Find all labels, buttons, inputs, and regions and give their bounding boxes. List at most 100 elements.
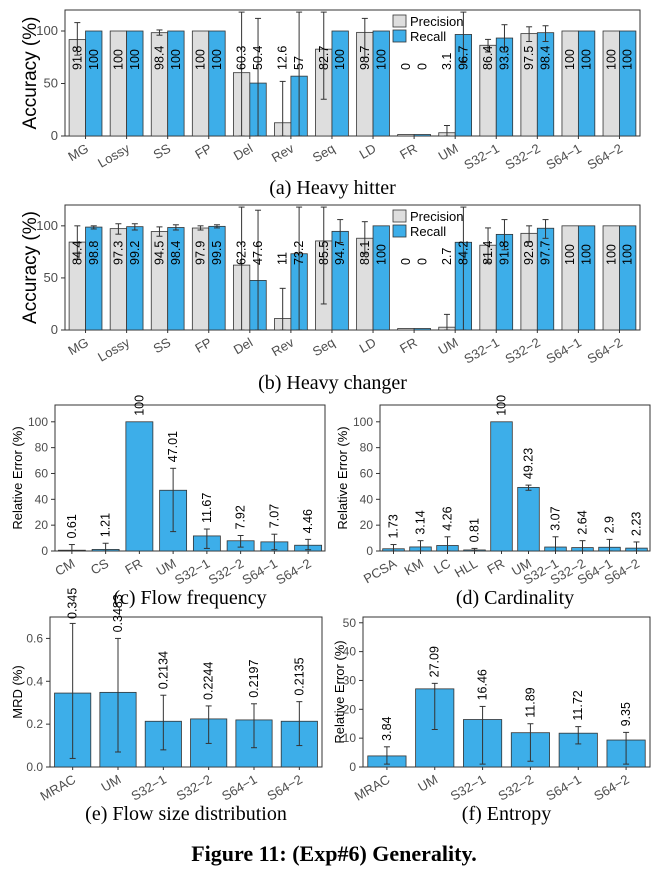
value-label: 100	[563, 244, 577, 265]
panel-caption: (d) Cardinality	[456, 587, 574, 609]
legend-swatch	[392, 14, 407, 28]
value-label: 91.8	[497, 241, 511, 265]
y-tick-label: 60	[35, 466, 49, 480]
value-label: 100	[580, 49, 594, 70]
value-label: 100	[374, 49, 388, 70]
x-tick-label: FP	[192, 141, 214, 162]
bar	[208, 30, 226, 137]
panel-caption: (b) Heavy changer	[258, 372, 407, 394]
value-label: 7.92	[234, 505, 248, 529]
x-tick-label: MRAC	[352, 772, 393, 804]
value-label: 11.67	[200, 493, 214, 523]
bar	[577, 225, 596, 331]
value-label: 91.8	[70, 46, 84, 70]
plot-frame	[49, 616, 323, 768]
x-tick-label: Rev	[269, 334, 297, 359]
legend-swatch	[392, 29, 407, 43]
value-label: 0.345	[66, 588, 80, 619]
plot-frame	[54, 404, 326, 552]
value-label: 100	[111, 49, 125, 70]
y-tick-label: 60	[360, 466, 374, 480]
bar	[125, 421, 154, 552]
value-label: 47.6	[251, 241, 265, 265]
panel-caption: (f) Entropy	[462, 803, 551, 825]
x-tick-label: HLL	[452, 556, 480, 581]
value-label: 97.7	[539, 241, 553, 265]
value-label: 100	[169, 49, 183, 70]
value-label: 81.4	[481, 241, 495, 265]
x-tick-label: UM	[436, 335, 461, 358]
bar	[561, 30, 579, 137]
x-tick-label: S32−2	[174, 772, 214, 804]
x-tick-label: Lossy	[95, 334, 132, 364]
x-tick-label: S64−1	[240, 556, 280, 588]
value-label: 100	[210, 49, 224, 70]
y-axis-label: MRD (%)	[10, 665, 25, 718]
value-label: 60.3	[235, 46, 249, 70]
x-tick-label: S64−1	[543, 772, 583, 804]
value-label: 0	[415, 63, 429, 70]
x-tick-label: Seq	[310, 141, 338, 166]
value-label: 84.4	[70, 241, 84, 265]
y-axis-label: Relative Error (%)	[10, 426, 25, 529]
value-label: 0.2135	[292, 657, 306, 695]
x-tick-label: CS	[88, 555, 111, 577]
y-tick-label: 50	[44, 76, 58, 91]
x-tick-label: S32−1	[448, 772, 488, 804]
value-label: 11.72	[571, 690, 585, 720]
y-tick-label: 80	[360, 441, 374, 455]
y-tick-label: 0.2	[26, 717, 43, 731]
legend-label: Precision	[410, 209, 463, 224]
x-tick-label: CM	[52, 556, 77, 579]
value-label: 98.4	[169, 241, 183, 265]
panel-caption: (e) Flow size distribution	[85, 803, 287, 825]
plot-frame	[64, 204, 641, 331]
x-tick-label: SS	[151, 334, 174, 356]
x-tick-label: LD	[357, 335, 379, 356]
value-label: 11	[276, 252, 290, 265]
value-label: 100	[604, 49, 618, 70]
y-tick-label: 80	[35, 441, 49, 455]
x-tick-label: FR	[397, 141, 420, 163]
chart-f: 0 10 20 30 40 50 Relative Error (%) 3.84 27.09 16…	[332, 616, 651, 825]
value-label: 100	[621, 49, 635, 70]
figure-caption: Figure 11: (Exp#6) Generality.	[191, 841, 477, 866]
value-label: 100	[87, 49, 101, 70]
value-label: 98.8	[87, 241, 101, 265]
bar	[490, 421, 513, 552]
x-tick-label: MRAC	[38, 772, 79, 804]
x-tick-label: S32−1	[461, 335, 501, 367]
value-label: 98.4	[152, 46, 166, 70]
value-label: 93.3	[497, 46, 511, 70]
value-label: 100	[194, 49, 208, 70]
bar	[109, 30, 128, 137]
value-label: 94.5	[152, 241, 166, 265]
bar	[191, 30, 210, 137]
y-tick-label: 100	[28, 415, 48, 429]
value-label: 0.61	[65, 514, 79, 538]
value-label: 57	[292, 56, 306, 70]
value-label: 0	[399, 63, 413, 70]
value-label: 94.7	[333, 241, 347, 265]
x-tick-label: S64−2	[591, 772, 631, 804]
x-tick-label: KM	[402, 556, 426, 579]
y-tick-label: 20	[360, 518, 374, 532]
y-tick-label: 50	[44, 270, 58, 285]
bar	[619, 30, 637, 137]
x-tick-label: MG	[65, 141, 91, 164]
value-label: 2.64	[576, 510, 590, 534]
x-tick-label: Del	[231, 141, 255, 164]
x-tick-label: S32−1	[461, 141, 501, 173]
x-tick-label: Rev	[269, 140, 297, 165]
value-label: 3.07	[549, 506, 563, 530]
y-tick-label: 0.6	[26, 631, 43, 645]
value-label: 100	[563, 49, 577, 70]
x-tick-label: UM	[415, 772, 440, 795]
y-axis-label: Accuracy (%)	[20, 211, 41, 324]
bar	[561, 225, 579, 331]
x-tick-label: S64−2	[264, 772, 304, 804]
x-tick-label: Seq	[310, 335, 338, 360]
y-tick-label: 10	[343, 731, 357, 745]
bar	[602, 30, 620, 137]
